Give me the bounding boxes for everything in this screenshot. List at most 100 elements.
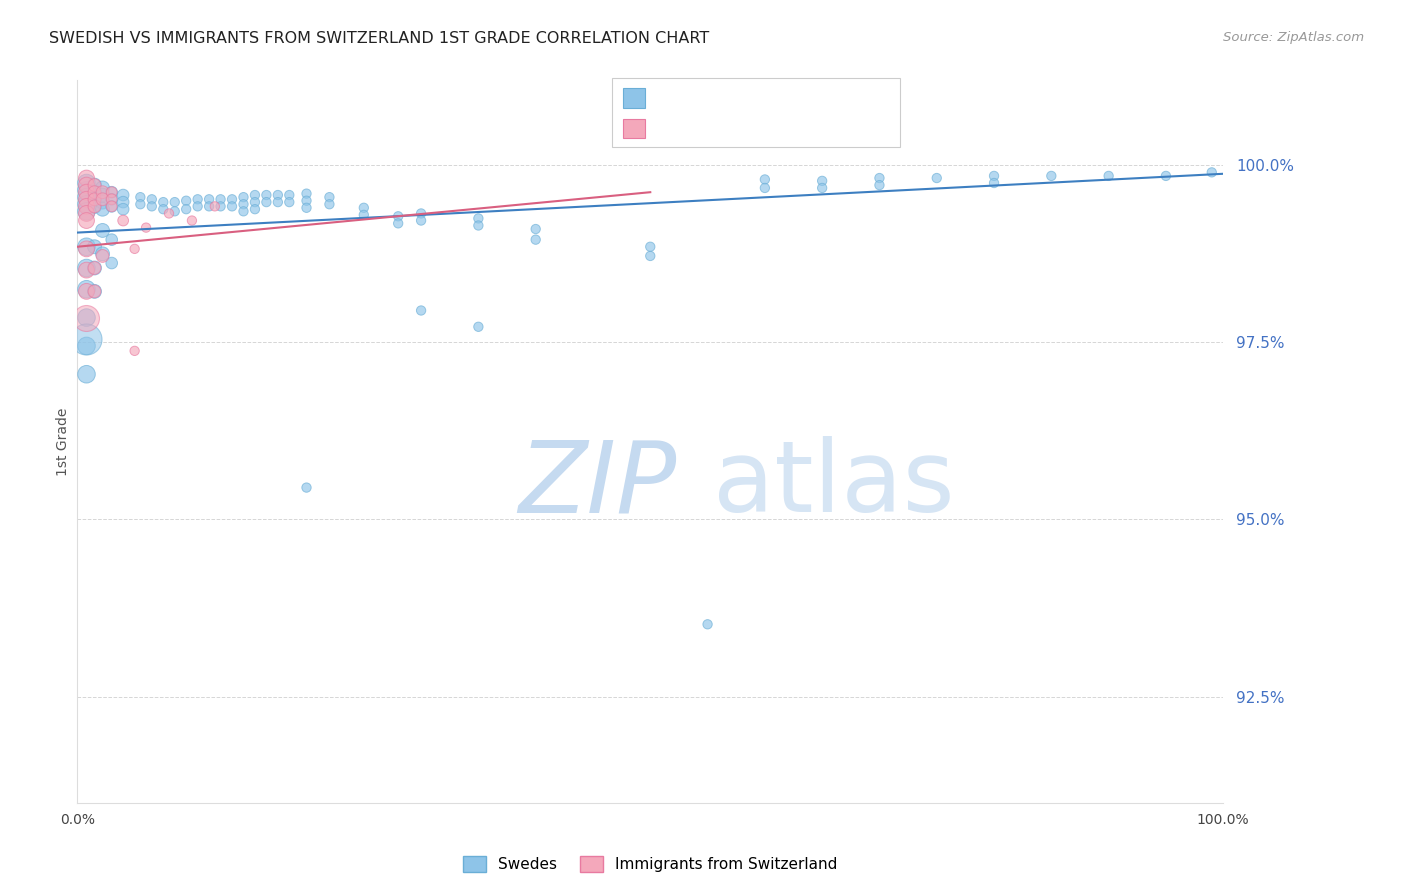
Point (124, 242, 146, 256)
Point (83, 240, 105, 254)
Point (353, 208, 375, 222)
Point (243, 188, 266, 202)
Y-axis label: 1st Grade: 1st Grade (56, 408, 70, 475)
Point (76, 263, 98, 277)
Point (100, 199, 122, 213)
Point (411, 206, 433, 220)
Point (91, 195, 114, 210)
Text: SWEDISH VS IMMIGRANTS FROM SWITZERLAND 1ST GRADE CORRELATION CHART: SWEDISH VS IMMIGRANTS FROM SWITZERLAND 1… (49, 31, 710, 46)
Point (91, 247, 114, 261)
Point (209, 199, 232, 213)
Point (254, 188, 277, 202)
Point (129, 197, 152, 211)
Point (112, 195, 135, 210)
Point (163, 195, 186, 210)
Point (174, 194, 197, 208)
Point (1154, 169, 1177, 183)
Point (318, 190, 340, 204)
Point (640, 240, 662, 254)
Point (83, 185, 105, 199)
Text: atlas: atlas (713, 436, 955, 533)
Point (76, 190, 98, 204)
Point (83, 199, 105, 213)
Point (83, 285, 105, 299)
Point (467, 219, 489, 233)
Point (124, 343, 146, 358)
Point (76, 282, 98, 296)
Point (141, 192, 163, 206)
Point (76, 185, 98, 199)
Point (100, 233, 122, 247)
Point (353, 201, 375, 215)
Point (278, 195, 301, 210)
Point (91, 185, 114, 199)
Point (1201, 165, 1223, 179)
Point (76, 285, 98, 299)
Point (83, 192, 105, 206)
Point (83, 178, 105, 193)
Point (696, 617, 718, 632)
Point (295, 201, 318, 215)
Point (295, 186, 318, 201)
Point (100, 192, 122, 206)
Point (243, 195, 266, 210)
Point (76, 199, 98, 213)
Point (91, 202, 114, 217)
Point (209, 192, 232, 206)
Point (76, 192, 98, 206)
Point (100, 256, 122, 270)
Point (83, 178, 105, 193)
Point (76, 339, 98, 353)
Point (83, 285, 105, 299)
Point (925, 171, 948, 186)
Point (1040, 169, 1063, 183)
Point (76, 171, 98, 186)
Point (91, 249, 114, 263)
Text: ZIP: ZIP (519, 436, 676, 533)
Point (983, 169, 1005, 183)
Point (100, 185, 122, 199)
Point (467, 319, 489, 334)
Point (76, 206, 98, 220)
Point (100, 185, 122, 199)
Point (318, 197, 340, 211)
Point (267, 195, 290, 210)
Point (278, 188, 301, 202)
Point (91, 223, 114, 237)
Point (387, 216, 409, 230)
Point (295, 194, 318, 208)
Point (411, 303, 433, 318)
Point (524, 233, 547, 247)
Point (112, 188, 135, 202)
Point (112, 213, 135, 227)
Point (76, 197, 98, 211)
Text: Source: ZipAtlas.com: Source: ZipAtlas.com (1223, 31, 1364, 45)
Point (91, 181, 114, 195)
Point (232, 204, 254, 219)
Point (76, 213, 98, 227)
Point (811, 181, 834, 195)
Point (76, 260, 98, 275)
Point (112, 202, 135, 217)
Point (91, 192, 114, 206)
Point (100, 199, 122, 213)
Point (232, 190, 254, 204)
Point (83, 260, 105, 275)
Point (157, 206, 180, 220)
Point (76, 332, 98, 346)
Point (754, 172, 776, 186)
Point (204, 199, 226, 213)
Point (811, 174, 834, 188)
Point (1098, 169, 1121, 183)
Point (754, 181, 776, 195)
Point (411, 213, 433, 227)
Text: R = 0.345   N =  29: R = 0.345 N = 29 (654, 121, 827, 136)
Point (76, 240, 98, 254)
Point (129, 190, 152, 204)
Point (83, 199, 105, 213)
Point (243, 202, 266, 217)
Point (100, 192, 122, 206)
Point (152, 202, 174, 217)
Point (232, 197, 254, 211)
Point (76, 176, 98, 190)
